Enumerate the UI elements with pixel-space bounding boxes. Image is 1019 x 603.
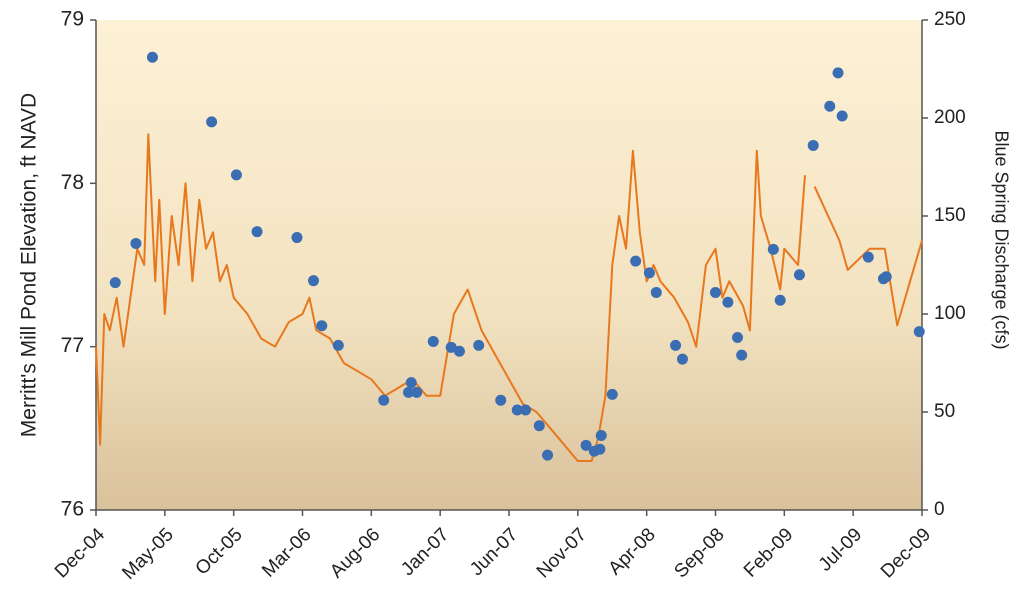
y2-tick-label: 150 bbox=[934, 205, 966, 226]
x-tick-label: Jan-07 bbox=[397, 524, 453, 580]
discharge-point bbox=[722, 296, 734, 308]
x-tick-label: May-05 bbox=[118, 524, 178, 584]
discharge-point bbox=[332, 339, 344, 351]
discharge-point bbox=[793, 269, 805, 281]
discharge-point bbox=[520, 404, 532, 416]
y2-tick-label: 200 bbox=[934, 107, 966, 128]
discharge-point bbox=[736, 349, 748, 361]
discharge-point bbox=[767, 243, 779, 255]
discharge-point bbox=[146, 51, 158, 63]
discharge-point bbox=[405, 377, 417, 389]
discharge-point bbox=[291, 232, 303, 244]
discharge-point bbox=[511, 404, 523, 416]
discharge-point bbox=[643, 267, 655, 279]
discharge-point bbox=[836, 110, 848, 122]
discharge-point bbox=[580, 439, 592, 451]
discharge-point bbox=[824, 100, 836, 112]
discharge-point bbox=[542, 449, 554, 461]
x-tick-label: Dec-09 bbox=[877, 524, 935, 582]
x-tick-label: Oct-05 bbox=[192, 524, 247, 579]
x-tick-label: Aug-06 bbox=[326, 524, 384, 582]
elevation-line bbox=[95, 133, 923, 462]
y-axis-title: Merritt's Mill Pond Elevation, ft NAVD bbox=[18, 93, 41, 437]
discharge-point bbox=[316, 320, 328, 332]
y-tick-label: 79 bbox=[61, 8, 84, 31]
y2-axis-title: Blue Spring Discharge (cfs) bbox=[991, 130, 1011, 349]
discharge-point bbox=[670, 339, 682, 351]
y2-tick-label: 50 bbox=[934, 401, 955, 422]
x-tick-label: Nov-07 bbox=[533, 524, 591, 582]
x-tick-label: Dec-04 bbox=[51, 524, 109, 582]
discharge-point bbox=[378, 394, 390, 406]
discharge-point bbox=[403, 386, 415, 398]
discharge-point bbox=[807, 139, 819, 151]
x-tick-label: Sep-08 bbox=[670, 524, 728, 582]
discharge-point bbox=[630, 255, 642, 267]
discharge-point bbox=[206, 116, 218, 128]
x-tick-label: Apr-08 bbox=[605, 524, 660, 579]
discharge-point bbox=[130, 237, 142, 249]
discharge-point bbox=[710, 286, 721, 298]
y-tick-label: 76 bbox=[61, 498, 84, 521]
discharge-point bbox=[251, 226, 263, 238]
y2-tick-label: 100 bbox=[934, 303, 966, 324]
discharge-point bbox=[109, 277, 121, 289]
discharge-point bbox=[595, 430, 607, 442]
discharge-point bbox=[676, 353, 688, 365]
discharge-point bbox=[453, 345, 465, 357]
discharge-point bbox=[606, 388, 618, 400]
discharge-point bbox=[880, 271, 892, 283]
discharge-point bbox=[411, 386, 423, 398]
discharge-point bbox=[594, 443, 606, 455]
discharge-point bbox=[913, 326, 925, 338]
x-tick-label: Jul-09 bbox=[815, 524, 866, 575]
discharge-point bbox=[533, 420, 545, 432]
discharge-point bbox=[650, 286, 662, 298]
discharge-point bbox=[495, 394, 507, 406]
x-tick-label: Mar-06 bbox=[258, 524, 315, 581]
x-tick-label: Feb-09 bbox=[740, 524, 797, 581]
plot-area bbox=[96, 20, 922, 510]
discharge-point bbox=[774, 294, 786, 306]
y2-tick-label: 0 bbox=[934, 499, 945, 520]
y-tick-label: 77 bbox=[61, 334, 84, 357]
discharge-point bbox=[862, 251, 874, 263]
x-tick-label: Jun-07 bbox=[466, 524, 522, 580]
y2-tick-label: 250 bbox=[934, 9, 966, 30]
discharge-point bbox=[427, 335, 439, 347]
discharge-point bbox=[445, 341, 457, 353]
y-tick-label: 78 bbox=[61, 171, 84, 194]
discharge-point bbox=[473, 339, 485, 351]
discharge-point bbox=[732, 332, 744, 344]
discharge-point bbox=[308, 275, 320, 287]
discharge-point bbox=[832, 67, 844, 79]
discharge-point bbox=[230, 169, 242, 181]
